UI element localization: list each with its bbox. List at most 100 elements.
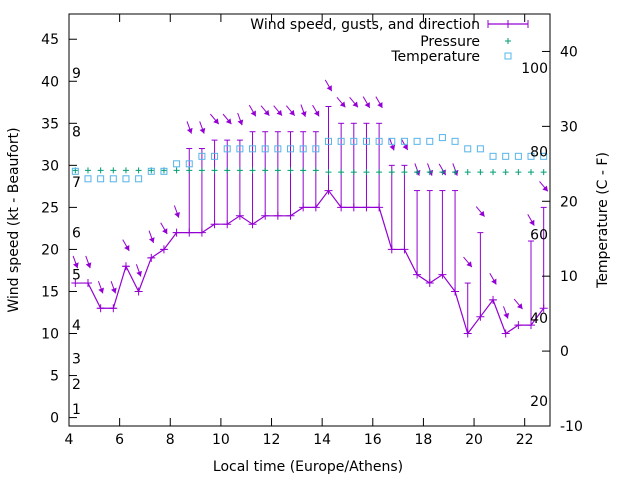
wind-speed-point (109, 304, 118, 313)
pressure-point (236, 167, 243, 174)
wind-direction-arrow (362, 96, 371, 109)
wind-speed-point (413, 270, 422, 279)
y-left-tick-label: 0 (50, 411, 59, 427)
wind-direction-arrow (273, 105, 283, 116)
wind-direction-arrow (148, 230, 155, 244)
temperature-point (287, 145, 295, 153)
wind-direction-head (276, 109, 283, 116)
pressure-point (135, 167, 142, 174)
pressure-point (376, 169, 383, 176)
wind-speed-point (121, 262, 130, 271)
y-left-tick-label: 45 (41, 32, 59, 48)
wind-speed-point (539, 304, 548, 313)
temperature-point (400, 137, 408, 145)
y-right-tick-label: 20 (560, 194, 578, 210)
wind-direction-arrow (135, 264, 142, 277)
wind-direction-head (479, 210, 485, 217)
y-right-tick-label: 30 (560, 119, 578, 135)
wind-speed-point (96, 304, 105, 313)
wind-speed-line (75, 189, 545, 335)
legend-swatch-pressure (505, 38, 511, 44)
wind-direction-arrow (312, 104, 320, 117)
legend-label-wind: Wind speed, gusts, and direction (250, 17, 480, 33)
y-axis-title-right: Temperature (C - F) (595, 152, 611, 289)
temperature-point (540, 152, 548, 160)
wind-direction-arrow (222, 113, 232, 125)
pressure-point (464, 169, 471, 176)
wind-speed-point (83, 279, 92, 288)
wind-direction-head (186, 127, 193, 134)
wind-direction-head (136, 270, 142, 277)
pressure-point (452, 169, 459, 176)
wind-direction-arrow (324, 79, 333, 92)
temperature-point (337, 137, 345, 145)
temperature-point (71, 167, 79, 175)
wind-speed-point (147, 253, 156, 262)
wind-direction-head (289, 109, 295, 116)
temperature-point (438, 134, 446, 142)
wind-direction-arrow (336, 96, 346, 108)
temperature-point (211, 152, 219, 160)
wind-direction-arrow (173, 205, 180, 218)
wind-speed-point (349, 203, 358, 212)
wind-direction-arrow (452, 163, 459, 176)
x-tick-label: 8 (166, 432, 175, 448)
wind-speed-point (71, 279, 80, 288)
wind-direction-head (517, 303, 523, 310)
wind-direction-arrow (539, 181, 549, 192)
wind-speed-point (501, 329, 510, 338)
pressure-point (502, 169, 509, 176)
pressure-point (97, 167, 104, 174)
pressure-point (401, 169, 408, 176)
pressure-point (173, 167, 180, 174)
pressure-point (110, 167, 117, 174)
temperature-point (185, 160, 193, 168)
wind-direction-head (73, 262, 79, 269)
temperature-point (324, 137, 332, 145)
temperature-point (236, 145, 244, 153)
wind-speed-point (273, 211, 282, 220)
wind-speed-point (235, 211, 244, 220)
beaufort-label: 4 (72, 318, 81, 334)
pressure-point (439, 169, 446, 176)
y-right-tick-label: 10 (560, 269, 578, 285)
pressure-point (84, 167, 91, 174)
wind-direction-head (414, 169, 421, 176)
fahrenheit-label: 40 (530, 311, 548, 327)
wind-direction-head (98, 287, 104, 294)
y-left-tick-label: 30 (41, 158, 59, 174)
pressure-point (262, 167, 269, 174)
beaufort-label: 5 (72, 268, 81, 284)
beaufort-label: 3 (72, 352, 81, 368)
fahrenheit-label: 20 (530, 394, 548, 410)
temperature-point (388, 137, 396, 145)
wind-direction-head (162, 228, 168, 235)
y-left-tick-label: 15 (41, 284, 59, 300)
wind-direction-head (199, 127, 206, 134)
temperature-point (160, 167, 168, 175)
wind-direction-head (263, 109, 270, 116)
temperature-point (122, 175, 130, 183)
wind-direction-arrow (160, 222, 168, 235)
wind-speed-point (223, 220, 232, 229)
pressure-point (350, 169, 357, 176)
beaufort-label: 1 (72, 402, 81, 418)
pressure-point (490, 169, 497, 176)
temperature-point (135, 175, 143, 183)
wind-direction-arrow (503, 306, 510, 319)
pressure-point (540, 169, 547, 176)
wind-speed-point (261, 211, 270, 220)
wind-direction-arrow (85, 255, 92, 269)
pressure-point (338, 169, 345, 176)
wind-speed-point (527, 321, 536, 330)
y-left-tick-label: 10 (41, 327, 59, 343)
pressure-point (528, 169, 535, 176)
wind-speed-point (248, 220, 257, 229)
wind-direction-arrow (475, 206, 485, 217)
wind-direction-arrow (97, 280, 104, 294)
temperature-point (476, 145, 484, 153)
pressure-point (300, 167, 307, 174)
y-right-tick-label: -10 (560, 419, 583, 435)
wind-direction-head (110, 287, 117, 294)
y-left-tick-label: 20 (41, 242, 59, 258)
